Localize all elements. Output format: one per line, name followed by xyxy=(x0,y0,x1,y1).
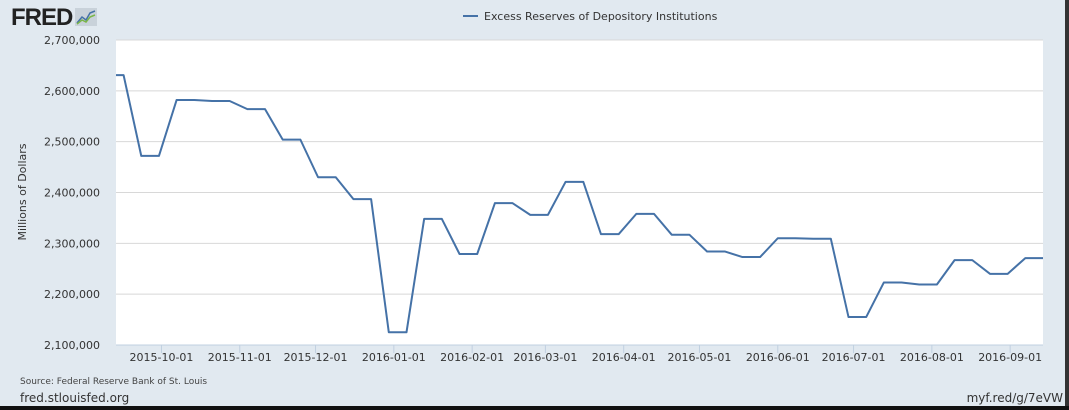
x-tick-label: 2016-01-01 xyxy=(362,351,426,364)
x-tick-label: 2015-11-01 xyxy=(208,351,272,364)
x-tick-label: 2016-06-01 xyxy=(746,351,810,364)
x-tick-label: 2016-02-01 xyxy=(440,351,504,364)
legend[interactable]: Excess Reserves of Depository Institutio… xyxy=(463,10,718,23)
y-tick-label: 2,100,000 xyxy=(44,339,100,352)
site-link[interactable]: fred.stlouisfed.org xyxy=(20,391,130,405)
y-tick-label: 2,300,000 xyxy=(44,237,100,250)
y-tick-label: 2,500,000 xyxy=(44,136,100,149)
x-tick-label: 2016-08-01 xyxy=(900,351,964,364)
fred-logo[interactable]: FRED xyxy=(11,4,98,32)
chart-logo-icon xyxy=(75,8,98,26)
y-tick-label: 2,200,000 xyxy=(44,288,100,301)
x-tick-label: 2016-07-01 xyxy=(822,351,886,364)
y-tick-label: 2,700,000 xyxy=(44,34,100,47)
x-tick-label: 2016-03-01 xyxy=(513,351,577,364)
y-tick-label: 2,600,000 xyxy=(44,85,100,98)
x-tick-label: 2016-04-01 xyxy=(592,351,656,364)
x-tick-label: 2016-09-01 xyxy=(978,351,1042,364)
y-tick-label: 2,400,000 xyxy=(44,187,100,200)
window-edge xyxy=(1065,0,1069,410)
x-tick-label: 2015-10-01 xyxy=(129,351,193,364)
logo-text: FRED xyxy=(11,4,73,31)
x-tick-label: 2015-12-01 xyxy=(284,351,348,364)
series-line[interactable] xyxy=(116,74,1043,334)
short-link[interactable]: myf.red/g/7eVW xyxy=(966,391,1063,405)
source-note: Source: Federal Reserve Bank of St. Loui… xyxy=(20,377,208,387)
y-axis-title: Millions of Dollars xyxy=(16,143,29,240)
x-tick-label: 2016-05-01 xyxy=(668,351,732,364)
legend-label: Excess Reserves of Depository Institutio… xyxy=(484,10,718,23)
window-edge-bottom xyxy=(0,406,1069,410)
